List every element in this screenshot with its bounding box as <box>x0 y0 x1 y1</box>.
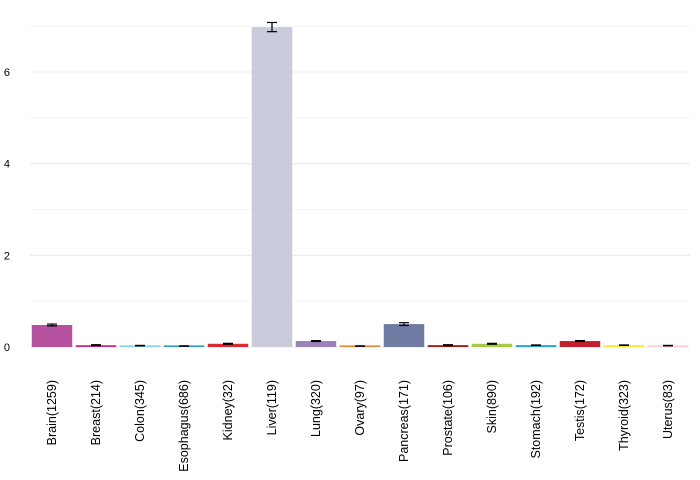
category-label: Esophagus(686) <box>177 380 191 472</box>
bar-kidney <box>207 343 249 347</box>
category-label: Stomach(192) <box>529 380 543 459</box>
y-tick-label: 2 <box>4 250 10 262</box>
error-bar-testis <box>575 339 585 343</box>
y-tick-label: 6 <box>4 67 10 79</box>
category-label: Brain(1259) <box>45 380 59 445</box>
error-bar-liver <box>267 21 277 33</box>
bar-lung <box>295 341 337 347</box>
bars <box>31 27 689 347</box>
error-bar-kidney <box>223 342 233 345</box>
bar-pancreas <box>383 324 425 347</box>
category-label: Prostate(106) <box>441 380 455 456</box>
category-label: Pancreas(171) <box>397 380 411 462</box>
category-label: Lung(320) <box>309 380 323 437</box>
x-axis-labels: Brain(1259) Breast(214) Colon(345) Esophagu… <box>45 380 675 472</box>
category-label: Skin(890) <box>485 380 499 434</box>
category-label: Breast(214) <box>89 380 103 445</box>
error-bar-prostate <box>443 344 453 347</box>
error-bar-pancreas <box>399 322 409 327</box>
gridlines <box>30 25 690 348</box>
bar-thyroid <box>603 345 645 347</box>
error-bar-brain <box>47 323 57 327</box>
bar-stomach <box>515 345 557 347</box>
y-tick-label: 0 <box>4 342 10 354</box>
bar-skin <box>471 343 513 347</box>
error-bar-lung <box>311 339 321 343</box>
category-label: Uterus(83) <box>661 380 675 439</box>
category-label: Testis(172) <box>573 380 587 441</box>
category-label: Thyroid(323) <box>617 380 631 451</box>
category-label: Ovary(97) <box>353 380 367 436</box>
bar-liver <box>251 27 293 347</box>
error-bar-skin <box>487 342 497 345</box>
category-label: Liver(119) <box>265 380 279 435</box>
y-tick-label: 4 <box>4 159 10 171</box>
bar-brain <box>31 325 73 347</box>
y-axis-ticks: 0 2 4 6 <box>4 67 10 354</box>
category-label: Colon(345) <box>133 380 147 442</box>
bar-testis <box>559 341 601 347</box>
category-label: Kidney(32) <box>221 380 235 440</box>
error-bar-breast <box>91 344 101 347</box>
error-bars <box>47 21 673 347</box>
